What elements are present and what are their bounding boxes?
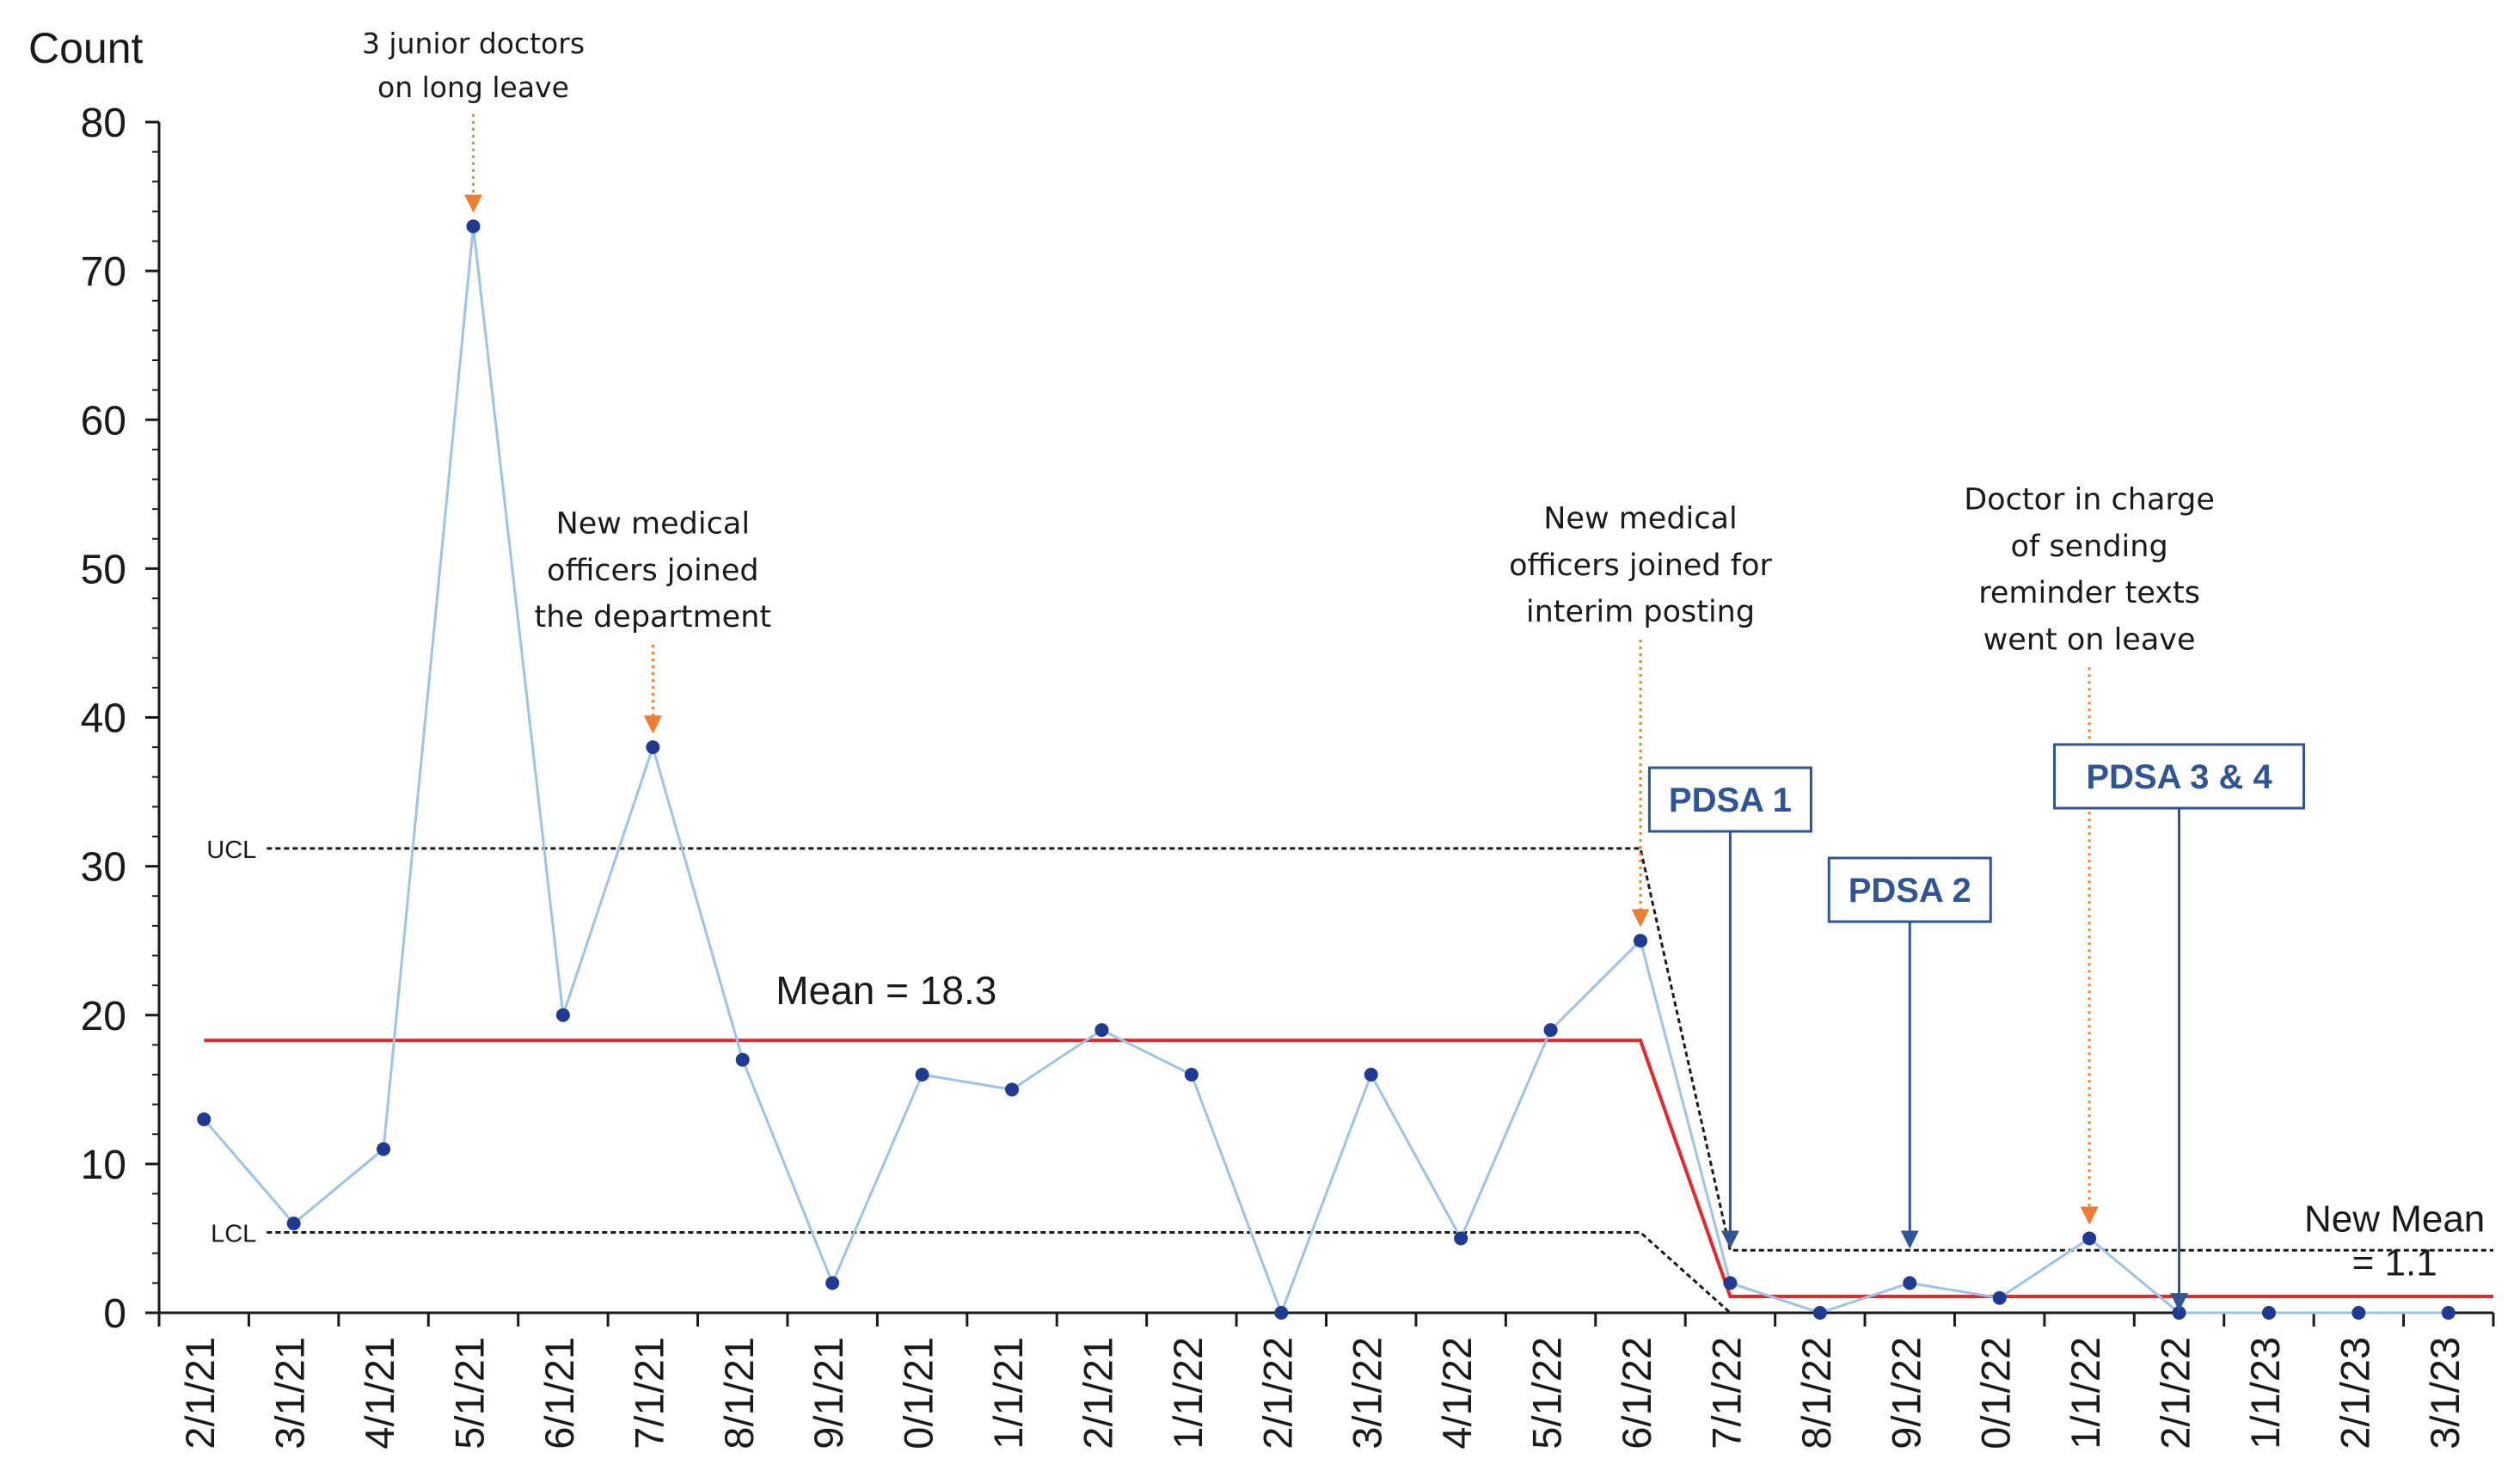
data-point [1903, 1276, 1917, 1290]
pdsa-label: PDSA 1 [1669, 781, 1792, 819]
pdsa-label: PDSA 2 [1849, 872, 1971, 910]
x-tick-label: 2/1/21 [1075, 1337, 1120, 1449]
x-tick-label: 4/1/22 [1434, 1337, 1480, 1449]
series-line [203, 226, 2449, 1317]
x-tick-label: 0/1/21 [896, 1337, 941, 1449]
x-tick-label: 3/1/21 [267, 1337, 313, 1449]
data-point [2351, 1306, 2366, 1320]
y-tick-label: 50 [81, 547, 126, 592]
y-tick-label: 80 [81, 101, 126, 146]
x-tick-label: 9/1/21 [806, 1337, 851, 1449]
x-tick-label: 6/1/21 [536, 1337, 582, 1449]
annotation-text: on long leave [377, 70, 569, 104]
data-point [646, 740, 660, 755]
annotation-text: New medical [556, 507, 750, 542]
data-point [1812, 1306, 1827, 1320]
annotation-text: New medical [1543, 502, 1737, 536]
y-tick-label: 60 [81, 398, 126, 444]
data-point [2082, 1231, 2097, 1246]
y-axis-title: Count [28, 24, 144, 72]
y-tick-label: 0 [103, 1291, 126, 1337]
x-tick-label: 3/1/23 [2422, 1337, 2468, 1449]
y-tick-label: 30 [81, 845, 126, 891]
x-tick-label: 2/1/22 [1254, 1337, 1300, 1449]
annotation-text: 3 junior doctors [362, 27, 585, 60]
x-tick-label: 7/1/22 [1703, 1337, 1749, 1449]
data-point [197, 1112, 212, 1126]
x-tick-label: 3/1/22 [1345, 1337, 1390, 1449]
x-tick-label: 2/1/21 [177, 1337, 223, 1449]
data-point [1094, 1023, 1109, 1038]
data-point [735, 1052, 750, 1067]
pdsa-box [2053, 743, 2306, 810]
data-point [2441, 1306, 2456, 1320]
pdsa-box [1647, 766, 1812, 833]
x-tick-label: 9/1/22 [1883, 1337, 1928, 1449]
data-point [1274, 1306, 1289, 1320]
x-tick-label: 5/1/22 [1524, 1337, 1570, 1449]
x-tick-label: 2/1/22 [2153, 1337, 2198, 1449]
x-tick-label: 7/1/21 [626, 1337, 671, 1449]
x-tick-label: 6/1/22 [1614, 1337, 1659, 1449]
data-point [1454, 1231, 1468, 1246]
lcl-label: LCL [211, 1221, 256, 1248]
mean-line [204, 1039, 2493, 1298]
y-tick-label: 20 [81, 994, 126, 1039]
x-tick-label: 0/1/22 [1973, 1337, 2019, 1449]
ucl-line [267, 847, 2493, 1252]
annotation-text: reminder texts [1978, 576, 2200, 610]
lcl-line [267, 1231, 2493, 1315]
ucl-label: UCL [206, 837, 256, 864]
annotation-text: interim posting [1526, 595, 1755, 629]
data-point [1005, 1082, 1020, 1097]
x-tick-label: 1/1/21 [985, 1337, 1031, 1449]
data-point [1633, 934, 1647, 948]
annotation-text: the department [535, 600, 772, 634]
data-point [466, 219, 481, 234]
new-mean-label-line2: = 1.1 [2352, 1241, 2437, 1284]
data-point [555, 1008, 570, 1022]
y-tick-label: 10 [81, 1143, 126, 1188]
x-tick-label: 1/1/23 [2242, 1337, 2288, 1449]
data-point [286, 1217, 301, 1231]
data-point [1184, 1068, 1199, 1082]
pdsa-box [1827, 856, 1992, 923]
x-tick-label: 5/1/21 [446, 1337, 492, 1449]
annotation-text: of sending [2011, 530, 2168, 564]
y-tick-label: 70 [81, 249, 126, 295]
data-point [1543, 1023, 1558, 1038]
data-point [1364, 1068, 1378, 1082]
data-point [1992, 1290, 2007, 1305]
data-point [915, 1068, 929, 1082]
annotation-text: went on leave [1984, 622, 2196, 657]
x-tick-label: 1/1/22 [2063, 1337, 2108, 1449]
x-tick-label: 2/1/23 [2332, 1337, 2377, 1449]
data-point [1723, 1276, 1738, 1290]
new-mean-label-line1: New Mean [2304, 1198, 2485, 1240]
x-tick-label: 8/1/22 [1793, 1337, 1839, 1449]
x-tick-label: 4/1/21 [357, 1337, 402, 1449]
mean-label: Mean = 18.3 [776, 968, 996, 1013]
y-tick-label: 40 [81, 696, 126, 742]
pdsa-label: PDSA 3 & 4 [2086, 758, 2272, 796]
annotation-text: Doctor in charge [1964, 483, 2215, 518]
data-point [377, 1142, 391, 1156]
annotation-text: officers joined for [1509, 549, 1772, 583]
data-point [825, 1276, 840, 1290]
x-tick-label: 1/1/22 [1165, 1337, 1211, 1449]
annotation-text: officers joined [547, 554, 759, 588]
data-point [2261, 1306, 2276, 1320]
x-tick-label: 8/1/21 [716, 1337, 762, 1449]
